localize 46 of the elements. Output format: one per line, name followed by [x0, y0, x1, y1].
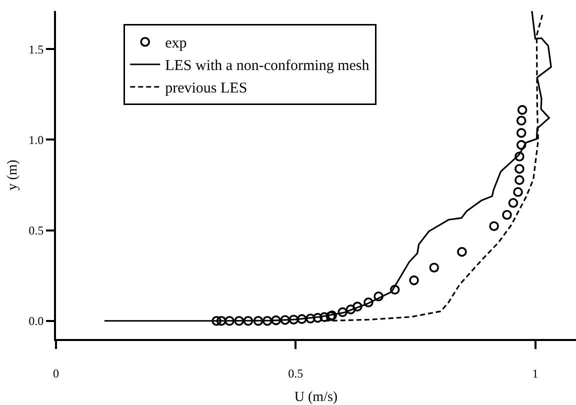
point: [346, 304, 356, 314]
point: [516, 128, 526, 138]
point: [514, 175, 524, 185]
point: [352, 302, 362, 312]
point: [234, 316, 244, 326]
y-tick-label: 0.0: [28, 314, 44, 328]
x-axis-title: U (m/s): [294, 390, 338, 405]
point: [364, 297, 374, 308]
legend-label: LES with a non-conforming mesh: [165, 58, 370, 74]
point: [224, 316, 234, 326]
point: [390, 284, 400, 295]
point: [513, 187, 523, 197]
y-tick-label: 1.0: [28, 132, 44, 147]
point: [514, 164, 524, 174]
point: [508, 198, 518, 208]
x-tick-label: 0: [53, 366, 59, 380]
point: [338, 307, 348, 318]
point: [253, 316, 264, 326]
point: [514, 152, 524, 162]
x-tick-label: 0.5: [288, 366, 304, 380]
legend-label: previous LES: [165, 80, 248, 97]
point: [271, 315, 281, 326]
y-tick-label: 1.5: [28, 42, 44, 56]
point: [517, 105, 528, 115]
point: [296, 314, 307, 324]
point: [280, 315, 290, 325]
point: [288, 314, 299, 325]
x-tick-label: 1: [532, 366, 538, 380]
point: [262, 316, 272, 326]
point: [457, 246, 467, 257]
point: [216, 316, 226, 326]
point: [243, 316, 254, 326]
point: [306, 314, 316, 324]
y-axis-title: y (m): [6, 159, 21, 190]
point: [489, 221, 499, 231]
point: [409, 275, 419, 286]
point: [312, 312, 323, 323]
point: [429, 262, 440, 272]
point: [502, 210, 512, 220]
point: [374, 292, 384, 302]
point: [516, 116, 526, 126]
point: [516, 140, 526, 150]
point: [319, 312, 330, 322]
y-tick-label: 0.5: [28, 223, 44, 238]
point: [212, 316, 222, 326]
legend-label: exp: [165, 36, 187, 52]
